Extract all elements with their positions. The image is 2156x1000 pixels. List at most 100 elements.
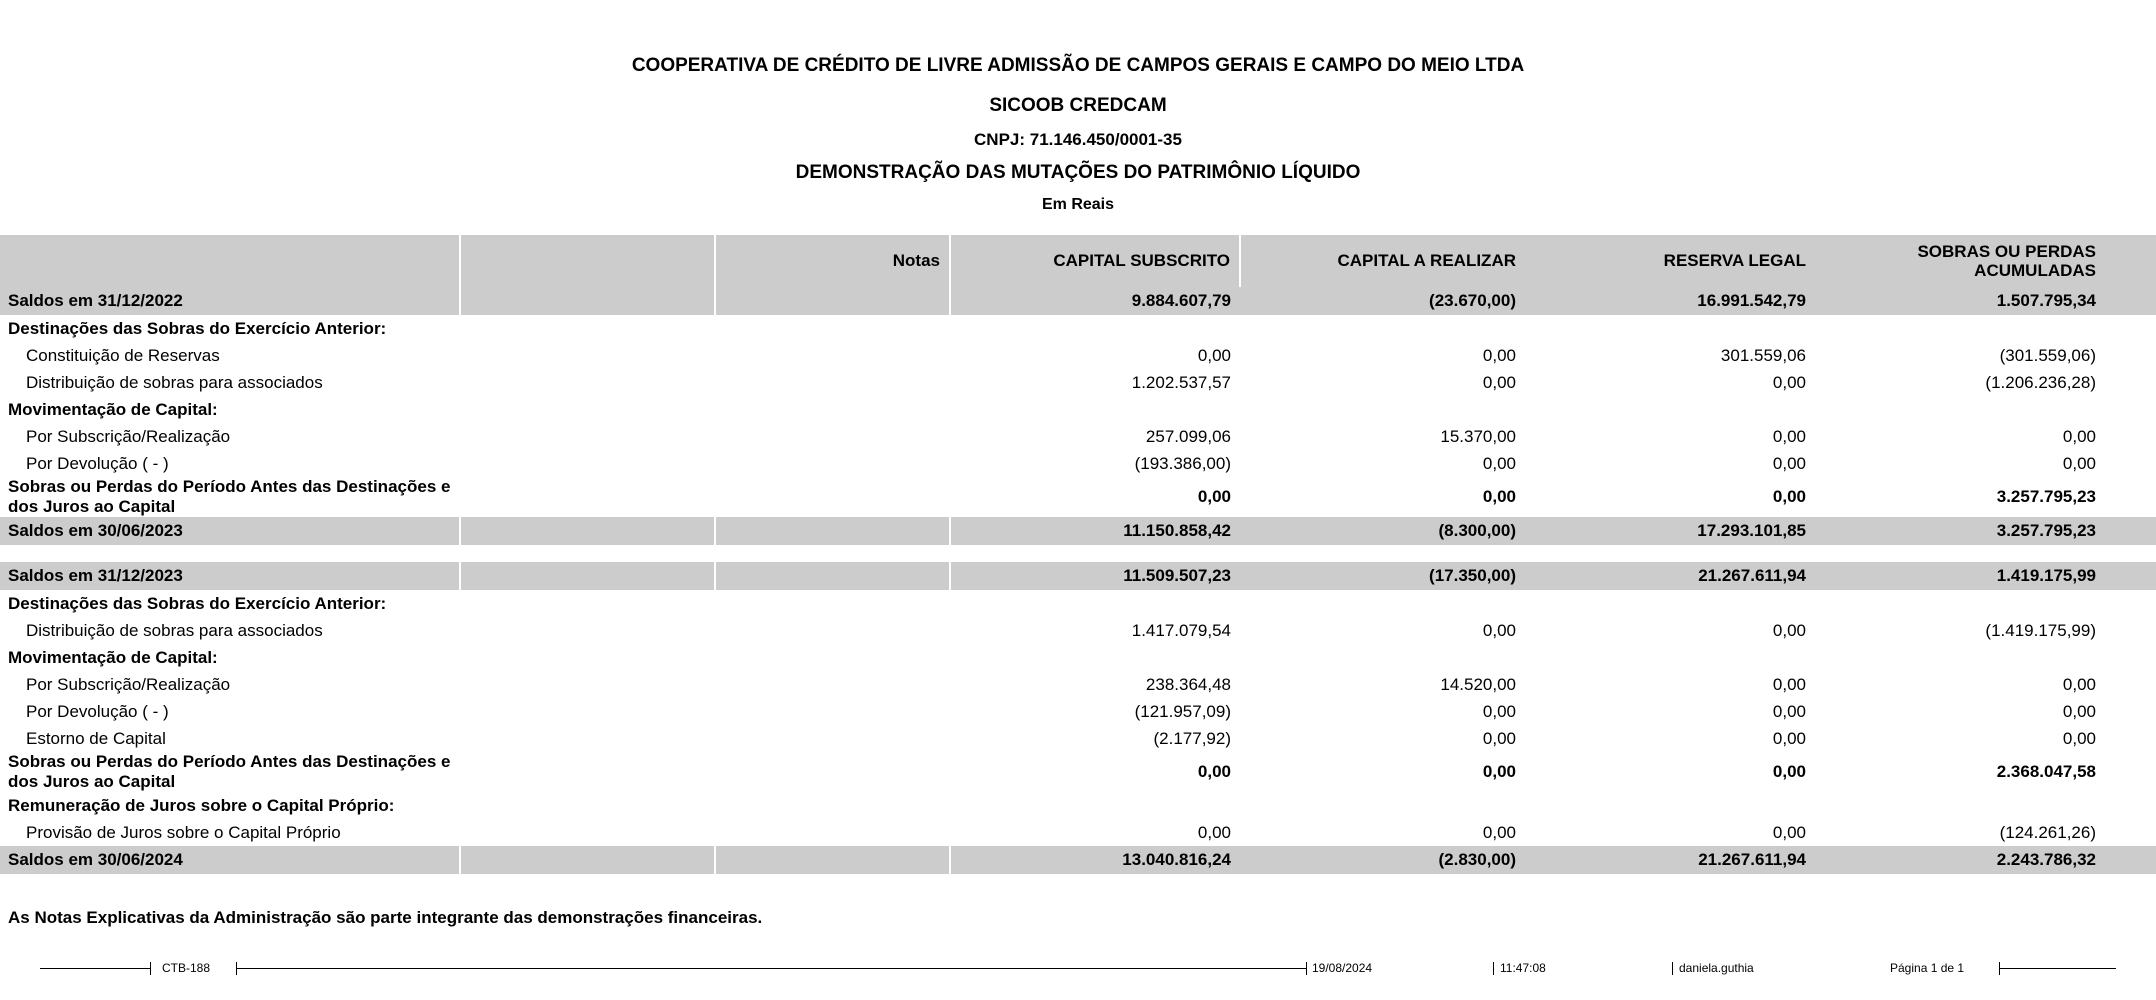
- row-notas-cell: [715, 792, 950, 819]
- cell-capital-subscrito: [950, 315, 1240, 342]
- cell-reserva-legal: 0,00: [1772, 701, 1806, 721]
- cell-reserva-legal: 301.559,06: [1720, 345, 1806, 365]
- cell-sobras-ou-perdas-acumuladas: 2.368.047,58: [1996, 762, 2096, 782]
- company-name: COOPERATIVA DE CRÉDITO DE LIVRE ADMISSÃO…: [631, 55, 1525, 76]
- cell-capital-subscrito: [950, 792, 1240, 819]
- row-notas-cell: [715, 671, 950, 698]
- row-notas-cell: [715, 315, 950, 342]
- cnpj-line: CNPJ: 71.146.450/0001-35: [974, 130, 1182, 149]
- table-row: Por Devolução ( - ) (193.386,00) 0,00 0,00 0…: [0, 450, 2156, 477]
- cell-reserva-legal: 0,00: [1772, 620, 1806, 640]
- cell-totais: 28.360.275,92: [2105, 287, 2156, 315]
- footer-page-number: Página 1 de 1: [1890, 961, 1965, 975]
- footer-user: daniela.guthia: [1679, 961, 1754, 975]
- cell-capital-subscrito: (2.177,92): [1153, 728, 1232, 748]
- cell-totais: 2.368.047,58: [2105, 752, 2156, 792]
- column-header-sobras-ou-perdas-acumuladas: SOBRAS OU PERDAS ACUMULADAS: [1917, 241, 2096, 280]
- cell-sobras-ou-perdas-acumuladas: 0,00: [2062, 453, 2096, 473]
- spacer-cell: [0, 545, 2156, 562]
- row-label: Por Devolução ( - ): [26, 453, 169, 473]
- cell-sobras-ou-perdas-acumuladas: 0,00: [2062, 728, 2096, 748]
- cell-reserva-legal: [1525, 315, 1815, 342]
- cell-capital-subscrito: 0,00: [1197, 345, 1231, 365]
- cell-sobras-ou-perdas-acumuladas: [1815, 315, 2105, 342]
- row-notas-cell: [715, 590, 950, 617]
- row-gap-cell: [460, 423, 715, 450]
- cell-totais: 36.549.384,50: [2105, 846, 2156, 874]
- cell-sobras-ou-perdas-acumuladas: 2.243.786,32: [1996, 850, 2096, 870]
- row-gap-cell: [460, 752, 715, 792]
- table-row: Provisão de Juros sobre o Capital Própri…: [0, 819, 2156, 846]
- row-notas-cell: [715, 396, 950, 423]
- row-label: Por Subscrição/Realização: [26, 426, 231, 446]
- brand-name: SICOOB CREDCAM: [989, 95, 1167, 116]
- cell-capital-subscrito: 13.040.816,24: [949, 846, 1240, 875]
- cell-totais: [2105, 396, 2156, 423]
- cell-capital-a-realizar: [1240, 315, 1525, 342]
- table-row: Movimentação de Capital:: [0, 644, 2156, 671]
- cell-totais: (193.386,00): [2105, 450, 2156, 477]
- row-gap-cell: [460, 590, 715, 617]
- row-label: Remuneração de Juros sobre o Capital Pró…: [8, 795, 395, 815]
- cell-capital-subscrito: (121.957,09): [1134, 701, 1231, 721]
- cell-capital-subscrito: 11.509.507,23: [949, 562, 1240, 591]
- cell-sobras-ou-perdas-acumuladas: (1.206.236,28): [1985, 372, 2096, 392]
- table-row: Por Subscrição/Realização 257.099,06 15.37…: [0, 423, 2156, 450]
- column-header-notas: Notas: [714, 235, 950, 287]
- cell-totais: 31.693.455,50: [2105, 517, 2156, 545]
- cell-sobras-ou-perdas-acumuladas: [1815, 396, 2105, 423]
- footer-date: 19/08/2024: [1312, 961, 1373, 975]
- row-gap-cell: [460, 644, 715, 671]
- cell-sobras-ou-perdas-acumuladas: 3.257.795,23: [1996, 521, 2096, 541]
- cell-reserva-legal: [1525, 590, 1815, 617]
- row-gap-cell: [460, 342, 715, 369]
- cell-reserva-legal: 0,00: [1772, 426, 1806, 446]
- row-gap-cell: [460, 698, 715, 725]
- explanatory-notes-text: As Notas Explicativas da Administração s…: [8, 908, 763, 928]
- cell-capital-subscrito: 0,00: [1197, 487, 1231, 507]
- row-label: Estorno de Capital: [26, 728, 166, 748]
- row-notas-cell: [715, 819, 950, 846]
- cell-capital-a-realizar: (23.670,00): [1429, 291, 1516, 310]
- cell-reserva-legal: 0,00: [1772, 372, 1806, 392]
- table-header-row: Notas CAPITAL SUBSCRITO CAPITAL A REALIZ…: [0, 235, 2156, 287]
- row-notas-cell: [715, 450, 950, 477]
- row-gap-cell: [460, 369, 715, 396]
- row-label: Distribuição de sobras para associados: [26, 372, 323, 392]
- table-total-row: Saldos em 30/06/2023 11.150.858,42 (8.300,…: [0, 517, 2156, 546]
- cell-sobras-ou-perdas-acumuladas: [1815, 644, 2105, 671]
- table-row: Destinações das Sobras do Exercício Ante…: [0, 590, 2156, 617]
- row-label: Distribuição de sobras para associados: [26, 620, 323, 640]
- table-total-row: Saldos em 31/12/2022 9.884.607,79 (23.670,…: [0, 287, 2156, 315]
- cell-capital-subscrito: [950, 644, 1240, 671]
- footer-time: 11:47:08: [1500, 961, 1546, 975]
- cell-capital-a-realizar: [1240, 590, 1525, 617]
- cell-capital-a-realizar: 0,00: [1482, 620, 1516, 640]
- cell-totais: (121.957,09): [2105, 698, 2156, 725]
- cell-totais: 34.178.945,16: [2105, 562, 2156, 590]
- row-notas-cell: [715, 617, 950, 644]
- table-row: Distribuição de sobras para associados 1.…: [0, 617, 2156, 644]
- table-row: Por Subscrição/Realização 238.364,48 14.52…: [0, 671, 2156, 698]
- cell-totais: 252.884,48: [2105, 671, 2156, 698]
- cell-sobras-ou-perdas-acumuladas: 1.419.175,99: [1996, 566, 2096, 586]
- cell-totais: (3.698,71): [2105, 369, 2156, 396]
- row-notas-cell: [714, 562, 950, 591]
- table-row: Sobras ou Perdas do Período Antes das De…: [0, 477, 2156, 517]
- row-label: Saldos em 30/06/2024: [8, 850, 183, 870]
- cell-capital-subscrito: 1.417.079,54: [1131, 620, 1231, 640]
- row-notas-cell: [715, 423, 950, 450]
- cell-capital-subscrito: 11.150.858,42: [949, 517, 1240, 546]
- row-notas-cell: [714, 287, 950, 315]
- cell-sobras-ou-perdas-acumuladas: 0,00: [2062, 674, 2096, 694]
- cell-reserva-legal: [1525, 792, 1815, 819]
- cell-capital-a-realizar: (17.350,00): [1429, 566, 1516, 586]
- cell-capital-a-realizar: [1240, 644, 1525, 671]
- document-header: COOPERATIVA DE CRÉDITO DE LIVRE ADMISSÃO…: [0, 0, 2156, 213]
- row-gap-cell: [460, 819, 715, 846]
- cell-capital-a-realizar: (2.830,00): [1438, 850, 1517, 870]
- row-label: Saldos em 31/12/2023: [8, 566, 183, 586]
- cell-capital-a-realizar: (8.300,00): [1438, 521, 1517, 541]
- row-label: Saldos em 30/06/2023: [8, 521, 183, 541]
